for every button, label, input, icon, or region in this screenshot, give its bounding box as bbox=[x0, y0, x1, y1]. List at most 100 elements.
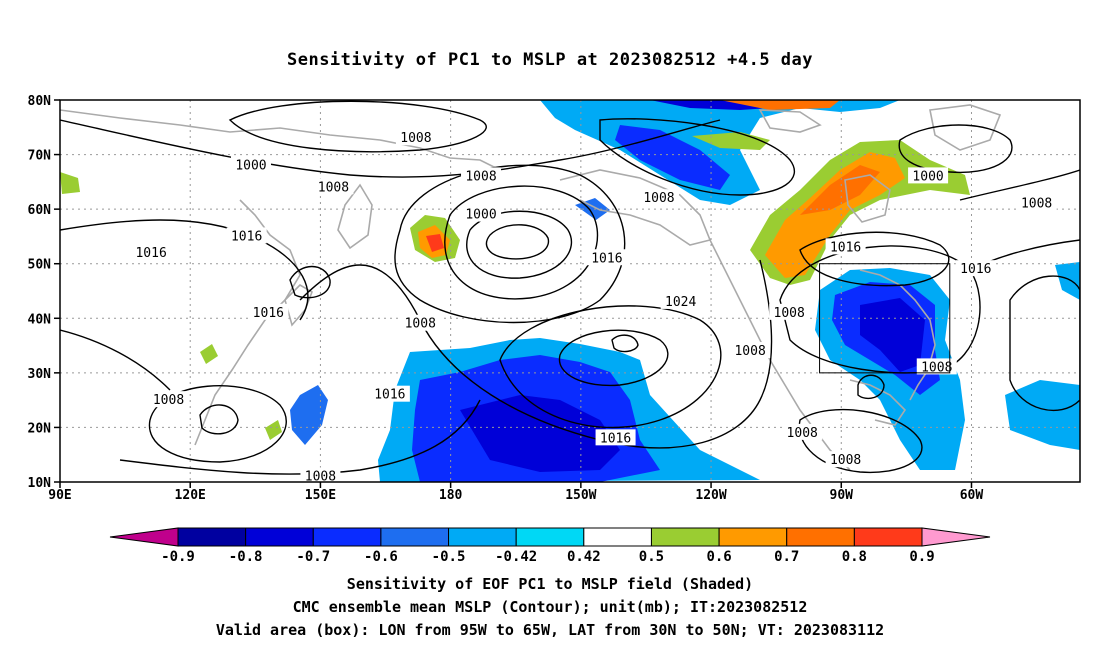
coast-gulf bbox=[849, 379, 907, 426]
contour-label-text: 1016 bbox=[591, 251, 622, 266]
colorbar-swatch bbox=[583, 527, 652, 547]
contour-label-bg bbox=[586, 249, 627, 266]
contour-na-high bbox=[799, 231, 950, 287]
contour-carib bbox=[798, 408, 923, 474]
lat-tick-label: 80N bbox=[28, 94, 52, 109]
colorbar-swatch bbox=[650, 527, 720, 547]
contour-label-text: 1016 bbox=[231, 229, 262, 244]
contour-low-central bbox=[485, 224, 550, 260]
contour-label-bg bbox=[916, 358, 957, 375]
contour-low-ring3 bbox=[444, 185, 599, 300]
contour-label: 1000 bbox=[230, 156, 271, 173]
contour-label-bg bbox=[730, 342, 771, 359]
contour-high-npac bbox=[558, 329, 669, 387]
colorbar-label: 0.6 bbox=[706, 549, 731, 565]
contour-label: 1024 bbox=[660, 292, 701, 310]
shade-green-wpac bbox=[265, 420, 282, 440]
contour-label: 1008 bbox=[825, 451, 866, 468]
colorbar-swatch bbox=[786, 527, 855, 547]
graticule bbox=[60, 100, 1080, 482]
contour-label-text: 1016 bbox=[253, 306, 284, 321]
caption-line-2: CMC ensemble mean MSLP (Contour); unit(m… bbox=[292, 598, 808, 616]
lat-tick-label: 70N bbox=[28, 149, 52, 164]
contour-label: 1008 bbox=[300, 467, 341, 485]
contour-label-text: 1000 bbox=[912, 169, 943, 184]
coast-asia-north bbox=[60, 109, 501, 171]
sensitivity-shading bbox=[60, 100, 1080, 482]
contour-west-1008 bbox=[60, 329, 171, 391]
contour-label-text: 1008 bbox=[787, 426, 818, 441]
shade-blue-atlantic-right bbox=[1055, 262, 1080, 300]
lat-tick-label: 40N bbox=[28, 312, 52, 327]
contour-high-npac-small bbox=[611, 334, 639, 353]
lat-tick-label: 30N bbox=[28, 367, 52, 382]
contour-label-bg bbox=[660, 292, 701, 309]
caption-line-1: Sensitivity of EOF PC1 to MSLP field (Sh… bbox=[346, 575, 754, 593]
contour-1008-south bbox=[119, 399, 481, 475]
shade-darkblue-eastern-na bbox=[860, 298, 925, 372]
shade-blue-atlantic bbox=[1005, 380, 1080, 450]
contour-label-text: 1024 bbox=[665, 295, 696, 310]
contour-west-ring2 bbox=[148, 385, 287, 463]
coast-na-west bbox=[709, 239, 851, 471]
colorbar-label: -0.7 bbox=[296, 549, 330, 565]
contour-north-1008 bbox=[60, 119, 721, 178]
contour-label: 1016 bbox=[586, 249, 627, 266]
lat-tick-label: 10N bbox=[28, 476, 52, 491]
contour-label-bg bbox=[300, 467, 341, 484]
colorbar-swatch bbox=[718, 527, 788, 547]
contour-canada-1000 bbox=[898, 124, 1013, 174]
contour-low-ring2 bbox=[466, 210, 573, 279]
longitude-axis: 90E 120E 150E 180 150W 120W 90W 60W bbox=[48, 482, 983, 503]
contour-label-text: 1008 bbox=[465, 169, 496, 184]
colorbar-label: -0.6 bbox=[364, 549, 398, 565]
coast-na-east bbox=[859, 269, 936, 401]
contour-label-bg bbox=[400, 314, 441, 331]
contour-label: 1000 bbox=[908, 167, 949, 184]
valid-area-box bbox=[819, 263, 951, 374]
contour-label-bg bbox=[226, 227, 267, 244]
lon-tick-label: 90W bbox=[830, 488, 854, 503]
coast-japan bbox=[284, 283, 313, 327]
contour-label-bg bbox=[369, 385, 410, 402]
contour-label-text: 1008 bbox=[830, 453, 861, 468]
map-frame bbox=[59, 99, 1081, 483]
coast-hudson bbox=[844, 174, 891, 223]
contour-label: 1008 bbox=[769, 303, 810, 321]
colorbar-triangle-high bbox=[921, 527, 991, 547]
contour-label-bg bbox=[131, 243, 172, 260]
colorbar-swatch bbox=[448, 527, 517, 547]
contour-label-text: 1008 bbox=[921, 360, 952, 375]
contour-label: 1016 bbox=[369, 385, 410, 403]
contour-label: 1008 bbox=[313, 178, 354, 195]
contour-label: 1008 bbox=[916, 358, 957, 375]
contour-label: 1008 bbox=[400, 314, 441, 332]
contour-label-text: 1008 bbox=[305, 470, 336, 485]
coastlines bbox=[60, 104, 1002, 471]
contour-label-text: 1008 bbox=[153, 393, 184, 408]
contour-label-bg bbox=[782, 423, 823, 440]
contour-label-bg bbox=[955, 260, 996, 277]
contour-label-text: 1016 bbox=[374, 388, 405, 403]
contour-north-1000 bbox=[228, 100, 487, 153]
contour-label-bg bbox=[1016, 194, 1057, 211]
contour-label: 1008 bbox=[395, 129, 436, 146]
contour-gulf-low bbox=[857, 374, 885, 400]
contour-label-text: 1000 bbox=[235, 158, 266, 173]
shade-green-china bbox=[200, 344, 218, 364]
contour-label: 1008 bbox=[730, 342, 771, 359]
contour-label-text: 1016 bbox=[830, 240, 861, 255]
lon-tick-label: 90E bbox=[48, 488, 71, 503]
contour-label-text: 1008 bbox=[405, 317, 436, 332]
contour-label: 1008 bbox=[1016, 194, 1057, 212]
contour-label: 1016 bbox=[131, 243, 172, 261]
lon-tick-label: 60W bbox=[960, 488, 984, 503]
lon-tick-label: 180 bbox=[439, 488, 463, 503]
lon-tick-label: 120E bbox=[175, 488, 206, 503]
contour-label-text: 1016 bbox=[960, 262, 991, 277]
lon-tick-label: 150E bbox=[305, 488, 336, 503]
latitude-axis: 80N 70N 60N 50N 40N 30N 20N 10N bbox=[28, 94, 60, 491]
lat-tick-label: 60N bbox=[28, 203, 52, 218]
colorbar-swatch bbox=[380, 527, 450, 547]
